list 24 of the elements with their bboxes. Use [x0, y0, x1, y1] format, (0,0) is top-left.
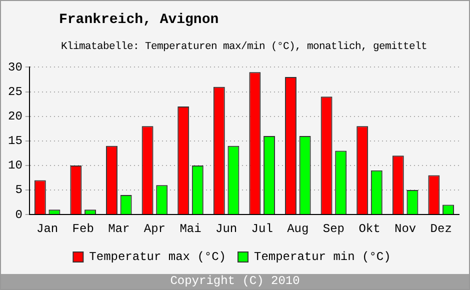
y-tick-label: 15: [8, 134, 22, 148]
x-tick-label: Jun: [215, 222, 238, 236]
y-tick-label: 0: [15, 208, 22, 222]
x-tick-label: Okt: [358, 222, 380, 236]
text: Copyright (C) 2010: [1, 274, 469, 289]
x-tick-label: Sep: [322, 222, 345, 236]
x-tick-label: Dez: [430, 222, 452, 236]
legend-label: Temperatur max (°C): [89, 250, 226, 264]
y-tick-label: 20: [8, 110, 22, 124]
chart-title: Frankreich, Avignon: [59, 12, 219, 28]
y-tick-label: 25: [8, 84, 22, 99]
x-tick-label: Jan: [36, 222, 58, 236]
x-tick-label: Mar: [108, 222, 130, 236]
x-tick-label: Apr: [144, 222, 166, 236]
y-tick-label: 10: [8, 158, 22, 173]
x-tick-label: Aug: [287, 222, 309, 236]
x-tick-label: Feb: [72, 222, 94, 236]
y-tick-label: 30: [8, 60, 22, 74]
legend-label: Temperatur min (°C): [254, 250, 391, 264]
chart-subtitle: Klimatabelle: Temperaturen max/min (°C), monatlich, gemittelt: [61, 41, 428, 53]
x-tick-label: Jul: [251, 222, 273, 236]
x-tick-label: Nov: [394, 222, 416, 236]
x-tick-label: Mai: [180, 222, 202, 236]
y-tick-label: 5: [15, 183, 22, 198]
